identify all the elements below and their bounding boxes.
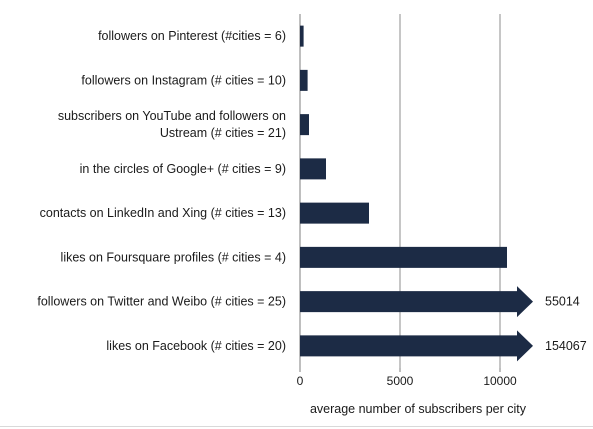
bars xyxy=(300,25,533,362)
bar xyxy=(300,330,533,362)
category-label: followers on Pinterest (#cities = 6) xyxy=(98,29,286,43)
bar xyxy=(300,246,507,268)
category-label: contacts on LinkedIn and Xing (# cities … xyxy=(40,206,286,220)
x-tick-labels: 0 5000 10000 xyxy=(297,374,517,388)
category-label: subscribers on YouTube and followers on U… xyxy=(58,109,286,140)
x-tick-label: 0 xyxy=(297,374,304,388)
category-labels: followers on Pinterest (#cities = 6) foll… xyxy=(37,29,286,353)
x-tick-label: 5000 xyxy=(387,374,414,388)
bar xyxy=(300,25,304,47)
bar xyxy=(300,114,309,136)
data-label: 154067 xyxy=(545,339,587,353)
bar xyxy=(300,286,533,318)
category-label: likes on Facebook (# cities = 20) xyxy=(106,339,286,353)
category-label: followers on Twitter and Weibo (# cities… xyxy=(37,295,286,309)
data-label: 55014 xyxy=(545,295,580,309)
x-axis-title: average number of subscribers per city xyxy=(310,402,527,416)
category-label: followers on Instagram (# cities = 10) xyxy=(81,73,286,87)
category-label: in the circles of Google+ (# cities = 9) xyxy=(80,162,286,176)
bar xyxy=(300,69,308,91)
value-labels: 55014 154067 xyxy=(545,295,587,353)
category-label: likes on Foursquare profiles (# cities =… xyxy=(61,250,286,264)
x-tick-label: 10000 xyxy=(483,374,517,388)
bar xyxy=(300,158,326,180)
bar xyxy=(300,202,369,224)
